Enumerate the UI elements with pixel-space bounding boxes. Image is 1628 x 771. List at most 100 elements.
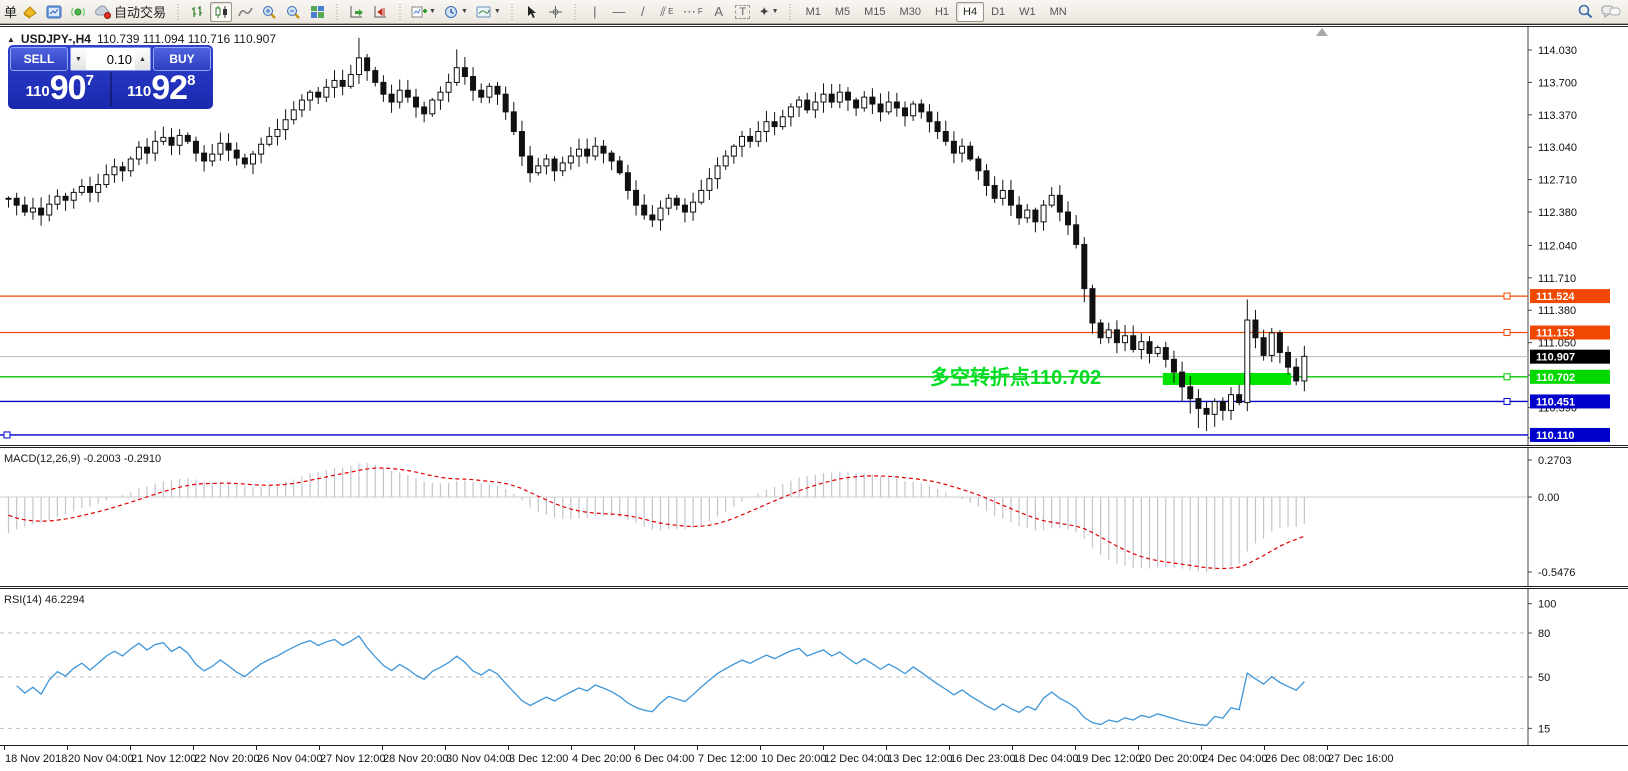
time-axis[interactable]: 18 Nov 2018 20 Nov 04:00 21 Nov 12:00 22 No… [0,745,1628,771]
channel-sub-label: E [668,7,674,16]
svg-text:111.524: 111.524 [1536,291,1575,303]
toolbar-grip [334,3,340,20]
chevron-down-icon: ▼ [771,8,779,15]
svg-text:80: 80 [1538,628,1550,640]
crosshair-icon[interactable] [545,2,567,22]
window-top-border [0,24,1628,27]
price-chart-pane[interactable]: 114.030 113.700 113.370 113.040 112.710 112.3… [0,24,1628,445]
time-label: 30 Nov 04:00 [446,753,512,765]
sell-price[interactable]: 110 90 7 [25,69,94,107]
time-label: 18 Nov 2018 [5,753,68,765]
lot-increase-button[interactable]: ▲ [135,48,150,70]
search-icon[interactable] [1574,2,1596,22]
new-order-label-fragment[interactable]: 单 [4,5,18,20]
chat-icon[interactable] [1598,2,1624,22]
text-tool[interactable]: A [714,4,724,19]
time-tick [697,746,698,750]
buy-price[interactable]: 110 92 8 [127,69,196,107]
time-label: 6 Dec 04:00 [635,753,695,765]
time-tick [445,746,446,750]
time-label: 7 Dec 12:00 [698,753,758,765]
time-tick [823,746,824,750]
time-tick [1138,746,1139,750]
line-chart-icon[interactable] [234,2,256,22]
toolbar-grip [397,3,403,20]
time-tick [193,746,194,750]
time-tick [508,746,509,750]
time-label: 27 Dec 16:00 [1328,753,1394,765]
new-chart-dropdown[interactable]: ▼ [408,2,439,22]
bar-chart-icon[interactable] [186,2,208,22]
cursor-icon[interactable] [521,2,543,22]
trade-controls-row: SELL ▼ ▲ BUY [10,47,211,71]
time-tick [4,746,5,750]
autotrade-button[interactable]: 自动交易 [91,2,169,22]
rsi-pane[interactable]: 100 80 50 15 [0,589,1628,745]
vertical-line-tool[interactable]: | [593,4,597,19]
toolbar-grip [572,3,578,20]
terminal-icon[interactable] [43,2,65,22]
arrows-tool-dropdown[interactable]: ✦ ▼ [758,3,779,19]
svg-text:112.380: 112.380 [1538,207,1577,219]
timeframe-button-h1[interactable]: H1 [934,5,950,18]
tile-windows-icon[interactable] [306,2,328,22]
new-order-icon[interactable] [19,2,41,22]
collapse-icon[interactable]: ▲ [7,34,15,44]
buy-button[interactable]: BUY [153,47,211,71]
chart-shift-icon[interactable] [369,2,391,22]
timeframe-button-m5[interactable]: M5 [834,5,851,18]
time-tick [67,746,68,750]
time-label: 13 Dec 12:00 [887,753,953,765]
periods-dropdown[interactable]: ▼ [441,2,471,22]
signal-icon[interactable] [67,2,89,22]
svg-text:113.700: 113.700 [1538,77,1577,89]
time-tick [130,746,131,750]
macd-pane[interactable]: 0.2703 0.00 -0.5476 [0,448,1628,586]
svg-text:112.040: 112.040 [1538,240,1577,252]
time-tick [886,746,887,750]
lot-size-input[interactable] [86,48,135,70]
sell-button[interactable]: SELL [10,47,68,71]
time-label: 10 Dec 20:00 [761,753,827,765]
time-label: 20 Nov 04:00 [68,753,134,765]
svg-text:15: 15 [1538,723,1550,735]
time-label: 28 Nov 20:00 [383,753,449,765]
time-label: 26 Nov 04:00 [257,753,323,765]
symbol-period-label: USDJPY-,H4 [20,32,91,46]
timeframe-button-h4[interactable]: H4 [956,1,985,22]
pane-separator-macd[interactable] [0,445,1628,448]
lot-decrease-button[interactable]: ▼ [71,48,86,70]
svg-text:111.710: 111.710 [1538,273,1576,285]
time-tick [1264,746,1265,750]
timeframe-button-mn[interactable]: MN [1049,5,1067,18]
candlestick-chart-icon[interactable] [210,1,233,22]
bid-ask-display: 110 90 7 110 92 8 [10,71,211,107]
auto-scroll-icon[interactable] [345,2,367,22]
timeframe-button-m15[interactable]: M15 [864,5,886,18]
trendline-tool[interactable]: / [641,4,645,19]
timeframe-button-d1[interactable]: D1 [991,5,1006,18]
timeframe-button-w1[interactable]: W1 [1019,5,1036,18]
zoom-out-icon[interactable] [282,2,304,22]
zoom-in-icon[interactable] [258,2,280,22]
fibonacci-tool[interactable]: ⋯ F [682,3,703,19]
chevron-down-icon: ▼ [493,8,501,15]
timeframe-button-m30[interactable]: M30 [899,5,921,18]
svg-text:113.370: 113.370 [1538,110,1577,122]
autotrade-icon [95,5,112,19]
timeframe-button-m1[interactable]: M1 [805,5,821,18]
autotrade-label: 自动交易 [114,5,167,20]
horizontal-line-tool[interactable]: — [612,4,626,19]
time-tick [1327,746,1328,750]
time-tick [319,746,320,750]
svg-text:0.00: 0.00 [1538,492,1559,504]
text-label-tool[interactable]: T [732,2,754,22]
templates-dropdown[interactable]: ▼ [473,2,504,22]
svg-text:50: 50 [1538,672,1550,684]
toolbar-grip [509,3,515,20]
svg-text:111.153: 111.153 [1536,328,1575,340]
time-tick [1075,746,1076,750]
equidistant-channel-tool[interactable]: ⫽ E [660,3,674,19]
pane-separator-rsi[interactable] [0,586,1628,589]
